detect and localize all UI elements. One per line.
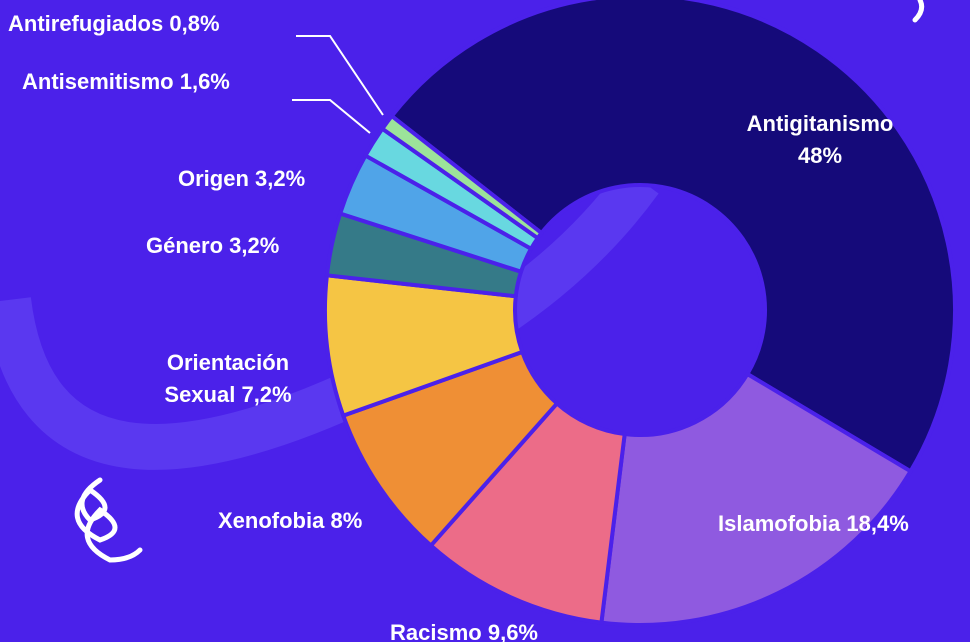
slice-label: Género 3,2% [146,230,279,262]
category-name: Origen [178,166,249,191]
category-name: Islamofobia [718,511,841,536]
category-name: Racismo [390,620,482,642]
slice-label: Antirefugiados 0,8% [8,8,220,40]
leader-line [292,99,371,134]
decor-squiggle [74,477,143,563]
slice-label: Racismo 9,6% [390,617,538,642]
value-label: 0,8% [169,11,220,36]
slice-label: Xenofobia 8% [218,505,362,537]
value-label: 7,2% [241,382,292,407]
value-label: 48% [797,143,843,168]
value-label: 8% [330,508,363,533]
slice-label: Antisemitismo 1,6% [22,66,230,98]
slice [380,114,544,241]
slice-label: Antigitanismo 48% [735,108,905,172]
slice-label: Orientación Sexual 7,2% [143,347,313,411]
category-name: Antirefugiados [8,11,164,36]
slice [389,0,957,474]
value-label: 9,6% [487,620,538,642]
category-name: Antigitanismo [746,111,894,136]
leader-line [296,35,384,116]
value-label: 3,2% [255,166,306,191]
category-name: Xenofobia [218,508,325,533]
decor-stroke [912,0,925,23]
slice-label: Origen 3,2% [178,163,305,195]
category-name: Orientación Sexual [164,350,290,407]
value-label: 18,4% [846,511,909,536]
slice [599,372,913,627]
value-label: 3,2% [229,233,280,258]
value-label: 1,6% [179,69,230,94]
category-name: Género [146,233,224,258]
category-name: Antisemitismo [22,69,174,94]
slice-label: Islamofobia 18,4% [718,508,909,540]
